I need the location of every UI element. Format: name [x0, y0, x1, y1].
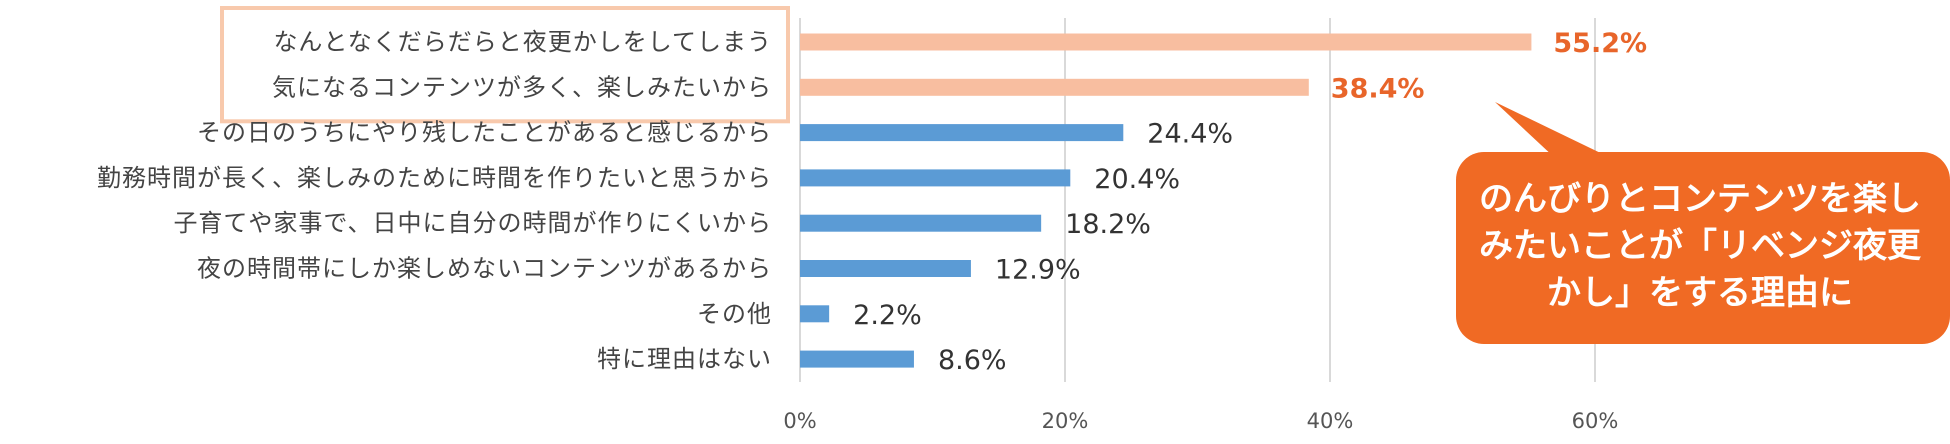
callout-box — [1456, 152, 1950, 344]
bar — [800, 169, 1071, 187]
callout-pointer — [1495, 102, 1615, 160]
bar — [800, 33, 1532, 51]
category-label: その日のうちにやり残したことがあると感じるから — [197, 119, 772, 147]
bar — [800, 305, 830, 323]
value-label: 24.4% — [1147, 119, 1233, 150]
value-labels: 55.2% 38.4% 24.4% 20.4% 18.2% 12.9% 2.2% 8.6% — [853, 28, 1647, 376]
category-label: 気になるコンテンツが多く、楽しみたいから — [272, 73, 772, 101]
x-tick-label: 0% — [783, 409, 816, 433]
x-tick-label: 60% — [1572, 409, 1619, 433]
highlight-layer — [220, 6, 790, 124]
category-labels: なんとなくだらだらと夜更かしをしてしまう気になるコンテンツが多く、楽しみたいから… — [97, 28, 772, 373]
value-label: 18.2% — [1065, 209, 1151, 240]
highlight-box — [220, 6, 790, 124]
bar — [800, 124, 1124, 142]
category-label: 夜の時間帯にしか楽しめないコンテンツがあるから — [197, 255, 772, 283]
value-label: 55.2% — [1553, 28, 1647, 59]
bar — [800, 78, 1309, 96]
x-tick-label: 40% — [1307, 409, 1354, 433]
category-label: 子育てや家事で、日中に自分の時間が作りにくいから — [173, 209, 772, 237]
callout-line-2: みたいことが「リベンジ夜更 — [1479, 226, 1922, 266]
value-label: 12.9% — [995, 255, 1081, 286]
value-label: 2.2% — [853, 300, 922, 331]
category-label: 勤務時間が長く、楽しみのために時間を作りたいと思うから — [97, 164, 772, 192]
bar — [800, 350, 914, 368]
value-label: 38.4% — [1331, 73, 1425, 104]
bars — [800, 33, 1532, 368]
callout: のんびりとコンテンツを楽し みたいことが「リベンジ夜更 かし」をする理由に — [1456, 102, 1950, 344]
callout-line-1: のんびりとコンテンツを楽し — [1479, 179, 1921, 219]
category-label: なんとなくだらだらと夜更かしをしてしまう — [273, 28, 772, 56]
bar — [800, 260, 971, 277]
bar — [800, 214, 1042, 232]
category-label: その他 — [697, 300, 772, 328]
category-label: 特に理由はない — [597, 345, 772, 373]
callout-line-3: かし」をする理由に — [1547, 273, 1853, 313]
x-tick-label: 20% — [1042, 409, 1089, 433]
value-label: 8.6% — [938, 345, 1007, 376]
value-label: 20.4% — [1094, 164, 1180, 195]
x-axis-ticks: 0% 20% 40% 60% — [783, 409, 1618, 433]
